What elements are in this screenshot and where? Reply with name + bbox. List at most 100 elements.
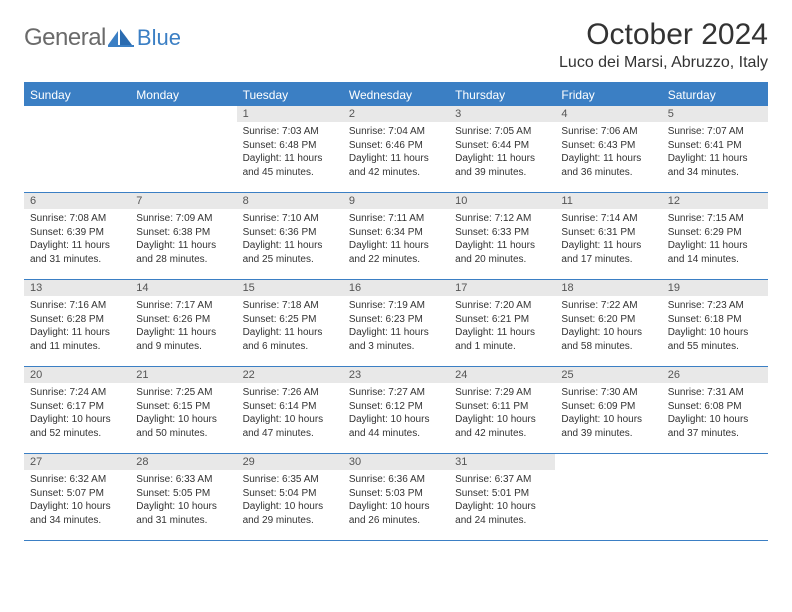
sunset-line: Sunset: 5:01 PM: [455, 487, 549, 501]
daylight-line: Daylight: 11 hours and 31 minutes.: [30, 239, 124, 266]
calendar-day-cell: 25Sunrise: 7:30 AMSunset: 6:09 PMDayligh…: [555, 367, 661, 453]
daylight-line: Daylight: 11 hours and 6 minutes.: [243, 326, 337, 353]
sunset-line: Sunset: 6:12 PM: [349, 400, 443, 414]
day-details: Sunrise: 7:31 AMSunset: 6:08 PMDaylight:…: [662, 383, 768, 444]
day-number: 26: [662, 367, 768, 383]
day-number: 1: [237, 106, 343, 122]
weekday-header-tuesday: Tuesday: [237, 84, 343, 106]
calendar-day-cell: 28Sunrise: 6:33 AMSunset: 5:05 PMDayligh…: [130, 454, 236, 540]
sunrise-line: Sunrise: 7:30 AM: [561, 386, 655, 400]
calendar-day-cell: 14Sunrise: 7:17 AMSunset: 6:26 PMDayligh…: [130, 280, 236, 366]
day-details: Sunrise: 7:23 AMSunset: 6:18 PMDaylight:…: [662, 296, 768, 357]
sunrise-line: Sunrise: 7:31 AM: [668, 386, 762, 400]
calendar-day-cell: 13Sunrise: 7:16 AMSunset: 6:28 PMDayligh…: [24, 280, 130, 366]
sunrise-line: Sunrise: 7:22 AM: [561, 299, 655, 313]
day-details: Sunrise: 7:05 AMSunset: 6:44 PMDaylight:…: [449, 122, 555, 183]
sunrise-line: Sunrise: 7:07 AM: [668, 125, 762, 139]
daylight-line: Daylight: 10 hours and 26 minutes.: [349, 500, 443, 527]
sunset-line: Sunset: 6:20 PM: [561, 313, 655, 327]
day-details: Sunrise: 7:18 AMSunset: 6:25 PMDaylight:…: [237, 296, 343, 357]
calendar-week-row: 1Sunrise: 7:03 AMSunset: 6:48 PMDaylight…: [24, 106, 768, 193]
sunset-line: Sunset: 6:33 PM: [455, 226, 549, 240]
day-number: 5: [662, 106, 768, 122]
daylight-line: Daylight: 10 hours and 42 minutes.: [455, 413, 549, 440]
calendar-day-cell: 20Sunrise: 7:24 AMSunset: 6:17 PMDayligh…: [24, 367, 130, 453]
day-number: 12: [662, 193, 768, 209]
calendar-day-cell: 27Sunrise: 6:32 AMSunset: 5:07 PMDayligh…: [24, 454, 130, 540]
sunset-line: Sunset: 6:26 PM: [136, 313, 230, 327]
calendar-day-cell: 17Sunrise: 7:20 AMSunset: 6:21 PMDayligh…: [449, 280, 555, 366]
calendar-day-cell: 18Sunrise: 7:22 AMSunset: 6:20 PMDayligh…: [555, 280, 661, 366]
day-details: Sunrise: 7:30 AMSunset: 6:09 PMDaylight:…: [555, 383, 661, 444]
calendar-day-cell: 10Sunrise: 7:12 AMSunset: 6:33 PMDayligh…: [449, 193, 555, 279]
day-details: Sunrise: 6:35 AMSunset: 5:04 PMDaylight:…: [237, 470, 343, 531]
sunrise-line: Sunrise: 7:29 AM: [455, 386, 549, 400]
calendar-day-cell: 11Sunrise: 7:14 AMSunset: 6:31 PMDayligh…: [555, 193, 661, 279]
day-details: Sunrise: 7:16 AMSunset: 6:28 PMDaylight:…: [24, 296, 130, 357]
calendar-empty-cell: [555, 454, 661, 540]
day-number: 22: [237, 367, 343, 383]
sunrise-line: Sunrise: 7:11 AM: [349, 212, 443, 226]
calendar-day-cell: 29Sunrise: 6:35 AMSunset: 5:04 PMDayligh…: [237, 454, 343, 540]
daylight-line: Daylight: 11 hours and 36 minutes.: [561, 152, 655, 179]
day-number: 10: [449, 193, 555, 209]
sunrise-line: Sunrise: 6:37 AM: [455, 473, 549, 487]
daylight-line: Daylight: 11 hours and 11 minutes.: [30, 326, 124, 353]
day-number: 9: [343, 193, 449, 209]
sunrise-line: Sunrise: 7:17 AM: [136, 299, 230, 313]
daylight-line: Daylight: 11 hours and 14 minutes.: [668, 239, 762, 266]
daylight-line: Daylight: 11 hours and 22 minutes.: [349, 239, 443, 266]
daylight-line: Daylight: 11 hours and 17 minutes.: [561, 239, 655, 266]
day-number: 30: [343, 454, 449, 470]
sunrise-line: Sunrise: 6:36 AM: [349, 473, 443, 487]
sunrise-line: Sunrise: 7:03 AM: [243, 125, 337, 139]
calendar-day-cell: 24 Sunrise: 7:29 AMSunset: 6:11 PMDayligh…: [449, 367, 555, 453]
day-number: 31: [449, 454, 555, 470]
sunrise-line: Sunrise: 7:08 AM: [30, 212, 124, 226]
sunset-line: Sunset: 6:11 PM: [455, 400, 549, 414]
sunset-line: Sunset: 6:14 PM: [243, 400, 337, 414]
sunset-line: Sunset: 6:31 PM: [561, 226, 655, 240]
daylight-line: Daylight: 11 hours and 45 minutes.: [243, 152, 337, 179]
calendar-day-cell: 23Sunrise: 7:27 AMSunset: 6:12 PMDayligh…: [343, 367, 449, 453]
calendar-empty-cell: [24, 106, 130, 192]
day-details: Sunrise: 6:36 AMSunset: 5:03 PMDaylight:…: [343, 470, 449, 531]
day-number: 7: [130, 193, 236, 209]
day-number: 17: [449, 280, 555, 296]
sunrise-line: Sunrise: 7:24 AM: [30, 386, 124, 400]
day-details: Sunrise: 7:09 AMSunset: 6:38 PMDaylight:…: [130, 209, 236, 270]
weekday-header-saturday: Saturday: [662, 84, 768, 106]
calendar-week-row: 27Sunrise: 6:32 AMSunset: 5:07 PMDayligh…: [24, 454, 768, 541]
day-number: 2: [343, 106, 449, 122]
daylight-line: Daylight: 11 hours and 25 minutes.: [243, 239, 337, 266]
calendar-day-cell: 26Sunrise: 7:31 AMSunset: 6:08 PMDayligh…: [662, 367, 768, 453]
daylight-line: Daylight: 10 hours and 29 minutes.: [243, 500, 337, 527]
calendar-day-cell: 8Sunrise: 7:10 AMSunset: 6:36 PMDaylight…: [237, 193, 343, 279]
daylight-line: Daylight: 10 hours and 52 minutes.: [30, 413, 124, 440]
day-details: Sunrise: 6:33 AMSunset: 5:05 PMDaylight:…: [130, 470, 236, 531]
day-details: Sunrise: 7:24 AMSunset: 6:17 PMDaylight:…: [24, 383, 130, 444]
calendar-day-cell: 3Sunrise: 7:05 AMSunset: 6:44 PMDaylight…: [449, 106, 555, 192]
daylight-line: Daylight: 11 hours and 3 minutes.: [349, 326, 443, 353]
day-number: 6: [24, 193, 130, 209]
day-details: Sunrise: 7:25 AMSunset: 6:15 PMDaylight:…: [130, 383, 236, 444]
day-number: 29: [237, 454, 343, 470]
day-details: Sunrise: 7:12 AMSunset: 6:33 PMDaylight:…: [449, 209, 555, 270]
weekday-header-sunday: Sunday: [24, 84, 130, 106]
calendar-day-cell: 6Sunrise: 7:08 AMSunset: 6:39 PMDaylight…: [24, 193, 130, 279]
sunset-line: Sunset: 6:21 PM: [455, 313, 549, 327]
day-number: 21: [130, 367, 236, 383]
calendar-week-row: 20Sunrise: 7:24 AMSunset: 6:17 PMDayligh…: [24, 367, 768, 454]
sunrise-line: Sunrise: 7:05 AM: [455, 125, 549, 139]
sunrise-line: Sunrise: 7:10 AM: [243, 212, 337, 226]
daylight-line: Daylight: 10 hours and 58 minutes.: [561, 326, 655, 353]
calendar-day-cell: 7Sunrise: 7:09 AMSunset: 6:38 PMDaylight…: [130, 193, 236, 279]
location-subtitle: Luco dei Marsi, Abruzzo, Italy: [559, 54, 768, 72]
sunrise-line: Sunrise: 7:27 AM: [349, 386, 443, 400]
day-number: 24: [449, 367, 555, 383]
calendar-day-cell: 16Sunrise: 7:19 AMSunset: 6:23 PMDayligh…: [343, 280, 449, 366]
daylight-line: Daylight: 11 hours and 20 minutes.: [455, 239, 549, 266]
calendar-day-cell: 5Sunrise: 7:07 AMSunset: 6:41 PMDaylight…: [662, 106, 768, 192]
calendar-day-cell: 12Sunrise: 7:15 AMSunset: 6:29 PMDayligh…: [662, 193, 768, 279]
day-details: Sunrise: 7:15 AMSunset: 6:29 PMDaylight:…: [662, 209, 768, 270]
